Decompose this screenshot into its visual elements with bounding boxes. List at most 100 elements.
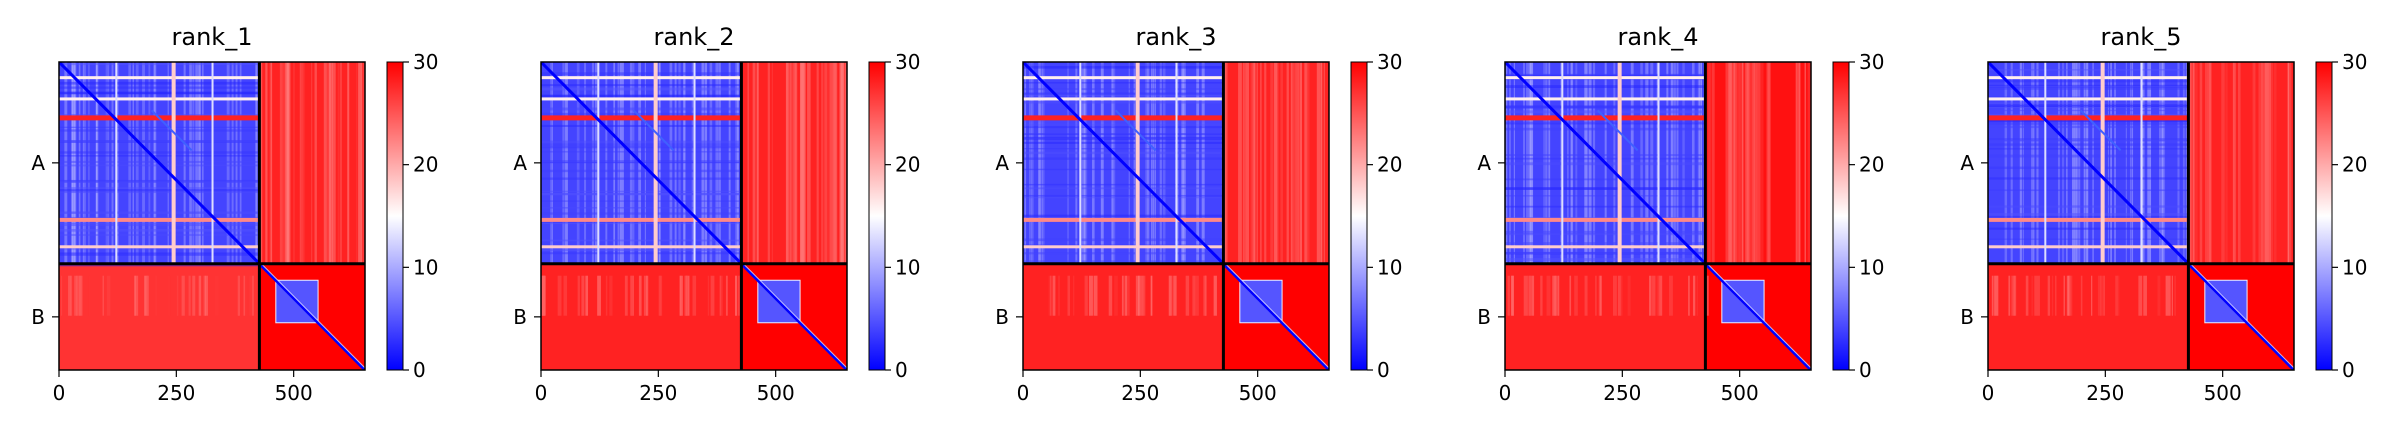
pae-texture <box>1505 105 1706 108</box>
colorbar-tick-label: 20 <box>1859 153 1884 177</box>
pae-texture <box>541 87 742 91</box>
pae-texture <box>1299 62 1303 264</box>
pae-texture <box>289 62 291 264</box>
pae-texture <box>358 62 363 264</box>
colorbar-tick-label: 20 <box>2342 153 2367 177</box>
y-tick-label: B <box>513 305 527 329</box>
pae-texture <box>1988 148 2189 150</box>
x-tick-label: 250 <box>639 381 677 405</box>
pae-texture <box>1023 157 1224 160</box>
colorbar-tick-label: 20 <box>1377 153 1402 177</box>
pae-texture <box>2138 275 2143 316</box>
pae-texture <box>1649 275 1652 316</box>
pae-texture <box>1031 62 1034 264</box>
x-tick-label: 250 <box>157 381 195 405</box>
pae-texture <box>1042 62 1045 264</box>
pae-texture <box>1243 62 1246 264</box>
pae-texture <box>1555 275 1560 316</box>
colorbar-tick-label: 30 <box>413 50 438 74</box>
pae-texture <box>59 234 260 236</box>
pae-texture <box>155 275 157 316</box>
pae-texture <box>541 84 742 87</box>
pae-texture <box>541 192 742 196</box>
pae-texture <box>1505 251 1706 255</box>
pae-texture <box>1741 62 1744 264</box>
pae-stripe <box>1023 97 1224 101</box>
pae-texture <box>541 222 742 225</box>
pae-texture <box>59 155 260 157</box>
pae-texture <box>2063 275 2065 316</box>
pae-texture <box>1023 65 1224 69</box>
pae-texture <box>1692 275 1695 316</box>
colorbar-tick-label: 30 <box>1377 50 1402 74</box>
pae-texture <box>541 95 742 98</box>
pae-texture <box>2199 62 2203 264</box>
pae-texture <box>541 146 742 148</box>
pae-texture <box>1023 168 1224 171</box>
pae-texture <box>1286 62 1289 264</box>
pae-texture <box>800 62 804 264</box>
pae-texture <box>792 62 797 264</box>
x-tick-label: 250 <box>1603 381 1641 405</box>
pae-texture <box>1988 139 2189 142</box>
pae-texture <box>1023 183 1224 186</box>
pae-texture <box>1532 275 1535 316</box>
pae-diagonal-a <box>2079 109 2122 152</box>
pae-texture <box>2125 62 2127 264</box>
pae-texture <box>2025 275 2029 316</box>
pae-texture <box>828 62 832 264</box>
pae-texture <box>821 62 824 264</box>
pae-texture <box>2237 62 2241 264</box>
pae-texture <box>59 252 260 255</box>
colorbar-frame <box>1350 61 1368 371</box>
pae-texture <box>1113 62 1116 264</box>
pae-texture <box>1084 275 1087 316</box>
pae-texture <box>1507 275 1510 316</box>
pae-texture <box>1988 109 2189 112</box>
pae-texture <box>1694 275 1696 316</box>
pae-texture <box>756 62 759 264</box>
pae-texture <box>1023 214 1224 218</box>
pae-texture <box>2057 62 2060 264</box>
pae-texture <box>680 275 683 316</box>
pae-texture <box>1023 147 1224 150</box>
plot-frame <box>1987 61 2295 371</box>
pae-texture <box>146 275 149 316</box>
pae-texture <box>1023 92 1224 95</box>
pae-texture <box>2258 62 2262 264</box>
pae-texture <box>1185 275 1190 316</box>
pae-texture <box>144 275 148 316</box>
pae-diagonal-b <box>1704 262 1811 370</box>
pae-stripe <box>1617 62 1622 264</box>
pae-texture <box>1988 138 2189 141</box>
pae-texture <box>1505 85 1706 88</box>
pae-texture <box>1505 157 1706 160</box>
pae-texture <box>2204 62 2209 264</box>
pae-texture <box>1023 151 1224 155</box>
pae-texture <box>2097 275 2101 316</box>
pae-stripe <box>1505 76 1706 80</box>
pae-texture <box>293 62 295 264</box>
pae-diagonal-a <box>1596 109 1639 152</box>
x-tick-label: 0 <box>1017 381 1030 405</box>
pae-texture <box>2022 62 2024 264</box>
pae-texture <box>597 275 601 316</box>
colorbar-tick-label: 10 <box>413 255 438 279</box>
pae-texture <box>1100 62 1104 264</box>
pae-texture <box>1095 275 1098 316</box>
pae-texture <box>1041 62 1044 264</box>
colorbar-tick-label: 30 <box>1859 50 1884 74</box>
pae-texture <box>60 275 63 316</box>
pae-texture <box>1223 62 1227 264</box>
pae-texture <box>1669 275 1673 316</box>
pae-texture <box>541 252 742 255</box>
pae-texture <box>720 275 723 316</box>
pae-texture <box>719 275 721 316</box>
pae-texture <box>2190 62 2194 264</box>
pae-texture <box>1135 275 1140 316</box>
pae-texture <box>1505 121 1706 123</box>
pae-texture <box>609 275 613 316</box>
pae-texture <box>1759 62 1761 264</box>
pae-texture <box>198 275 202 316</box>
pae-texture <box>786 62 789 264</box>
